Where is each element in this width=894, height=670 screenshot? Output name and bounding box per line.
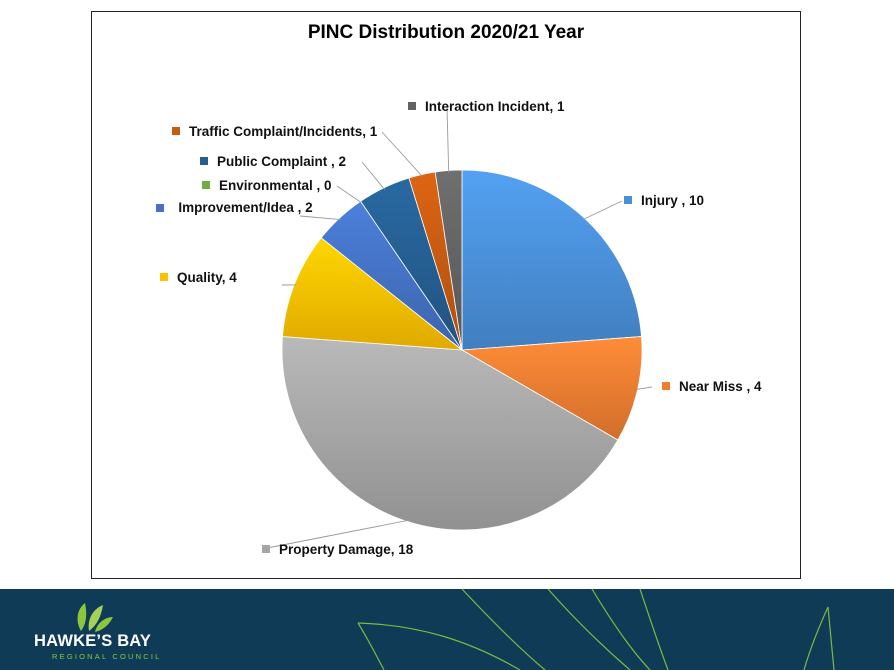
leader-line xyxy=(261,519,410,550)
legend-swatch xyxy=(160,273,168,281)
legend-swatch xyxy=(200,157,208,165)
legend-swatch xyxy=(624,196,632,204)
data-label-text: Improvement/Idea , 2 xyxy=(178,200,313,215)
pie-slice xyxy=(460,336,643,441)
data-label-text: Public Complaint , 2 xyxy=(217,154,347,169)
leader-line xyxy=(446,106,450,173)
legend-swatch xyxy=(262,545,270,553)
legend-swatch xyxy=(662,382,670,390)
leader-line xyxy=(336,185,362,204)
footer-bar: HAWKE’S BAY REGIONAL COUNCIL xyxy=(0,589,894,670)
legend-swatch xyxy=(156,204,164,212)
leader-line xyxy=(299,215,341,220)
logo: HAWKE’S BAY REGIONAL COUNCIL xyxy=(34,601,174,661)
data-label: Public Complaint , 2 xyxy=(200,153,346,171)
leader-line xyxy=(381,131,423,177)
leader-line xyxy=(635,386,653,391)
data-label-text: Near Miss , 4 xyxy=(679,379,762,394)
data-label: Traffic Complaint/Incidents, 1 xyxy=(172,123,377,141)
pie-slice xyxy=(461,169,642,351)
logo-subtitle: REGIONAL COUNCIL xyxy=(52,652,162,661)
data-label: Property Damage, 18 xyxy=(262,541,413,559)
data-label-text: Property Damage, 18 xyxy=(279,542,414,557)
data-label: Interaction Incident, 1 xyxy=(408,98,565,116)
pie-chart xyxy=(261,106,653,550)
data-label-text: Interaction Incident, 1 xyxy=(425,99,565,114)
logo-name: HAWKE’S BAY xyxy=(34,632,152,650)
data-label-text: Traffic Complaint/Incidents, 1 xyxy=(189,124,378,139)
data-label-text: Quality, 4 xyxy=(177,270,237,285)
data-label-text: Environmental , 0 xyxy=(219,178,332,193)
chart-title: PINC Distribution 2020/21 Year xyxy=(307,22,585,43)
legend-swatch xyxy=(408,102,416,110)
legend-swatch xyxy=(172,127,180,135)
data-label-text: Injury , 10 xyxy=(641,193,705,208)
decorative-leaf-lines xyxy=(357,589,835,670)
legend-swatch xyxy=(202,181,210,189)
leader-line xyxy=(582,200,623,220)
leader-line xyxy=(361,161,386,190)
data-label: Near Miss , 4 xyxy=(662,378,762,396)
pie-slice xyxy=(282,237,464,351)
data-label: Environmental , 0 xyxy=(202,177,332,195)
chart-frame: PINC Distribution 2020/21 Year Injury , … xyxy=(91,11,801,579)
data-label: Injury , 10 xyxy=(624,192,704,210)
leaf-icon xyxy=(77,603,113,632)
pie-slice xyxy=(281,336,619,531)
data-label: Improvement/Idea , 2 xyxy=(156,199,318,217)
data-label: Quality, 4 xyxy=(160,269,237,287)
